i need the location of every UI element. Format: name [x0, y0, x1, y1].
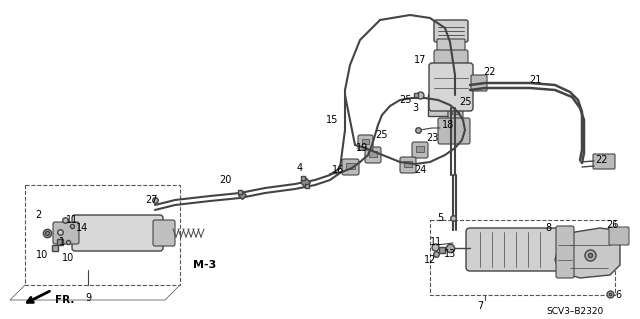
Text: 27: 27 [146, 195, 158, 205]
Text: 19: 19 [356, 143, 368, 153]
Text: 11: 11 [66, 215, 78, 225]
Text: FR.: FR. [55, 295, 75, 305]
FancyBboxPatch shape [429, 63, 473, 111]
Text: 7: 7 [477, 301, 483, 311]
FancyBboxPatch shape [400, 157, 416, 173]
Text: 20: 20 [219, 175, 231, 185]
Text: 12: 12 [424, 255, 436, 265]
Text: 14: 14 [76, 223, 88, 233]
FancyBboxPatch shape [434, 50, 468, 68]
FancyBboxPatch shape [346, 163, 355, 169]
Text: 21: 21 [529, 75, 541, 85]
Text: 4: 4 [297, 163, 303, 173]
FancyBboxPatch shape [404, 161, 412, 167]
FancyBboxPatch shape [446, 125, 461, 140]
FancyBboxPatch shape [153, 220, 175, 246]
Text: M-3: M-3 [193, 260, 216, 270]
Bar [25, 185, 180, 285]
FancyBboxPatch shape [437, 39, 465, 53]
FancyBboxPatch shape [53, 222, 79, 244]
Text: 26: 26 [606, 220, 618, 230]
Text: 11: 11 [430, 237, 442, 247]
Text: 8: 8 [545, 223, 551, 233]
Text: 25: 25 [399, 95, 412, 105]
FancyBboxPatch shape [593, 154, 615, 169]
Text: 17: 17 [414, 55, 426, 65]
Text: 18: 18 [442, 120, 454, 130]
FancyBboxPatch shape [609, 227, 629, 245]
FancyBboxPatch shape [365, 147, 381, 163]
FancyBboxPatch shape [369, 151, 377, 157]
FancyBboxPatch shape [556, 226, 574, 278]
Text: 23: 23 [426, 133, 438, 143]
Text: 9: 9 [85, 293, 91, 303]
FancyBboxPatch shape [342, 159, 359, 175]
FancyBboxPatch shape [362, 139, 369, 144]
FancyBboxPatch shape [428, 94, 448, 116]
FancyBboxPatch shape [471, 75, 487, 91]
Text: 2: 2 [35, 210, 41, 220]
Text: 10: 10 [62, 253, 74, 263]
Text: 22: 22 [596, 155, 608, 165]
Text: 25: 25 [376, 130, 388, 140]
FancyBboxPatch shape [448, 105, 463, 120]
Text: 3: 3 [412, 103, 418, 113]
FancyBboxPatch shape [434, 20, 468, 42]
FancyBboxPatch shape [412, 142, 428, 158]
Text: 16: 16 [332, 165, 344, 175]
Text: 10: 10 [36, 250, 48, 260]
Text: 15: 15 [326, 115, 338, 125]
Text: 13: 13 [444, 249, 456, 259]
Bar [430, 220, 615, 295]
Text: 6: 6 [615, 290, 621, 300]
FancyBboxPatch shape [430, 96, 446, 106]
Text: 1: 1 [59, 237, 65, 247]
FancyBboxPatch shape [416, 146, 424, 152]
Polygon shape [555, 228, 620, 278]
FancyBboxPatch shape [450, 129, 457, 134]
FancyBboxPatch shape [358, 135, 373, 150]
FancyBboxPatch shape [466, 228, 564, 271]
Text: 25: 25 [459, 97, 471, 107]
FancyBboxPatch shape [72, 215, 163, 251]
Text: 5: 5 [437, 213, 443, 223]
Text: SCV3–B2320: SCV3–B2320 [547, 307, 604, 315]
FancyBboxPatch shape [452, 109, 459, 114]
Text: 24: 24 [414, 165, 426, 175]
FancyBboxPatch shape [438, 118, 470, 144]
Text: 22: 22 [484, 67, 496, 77]
